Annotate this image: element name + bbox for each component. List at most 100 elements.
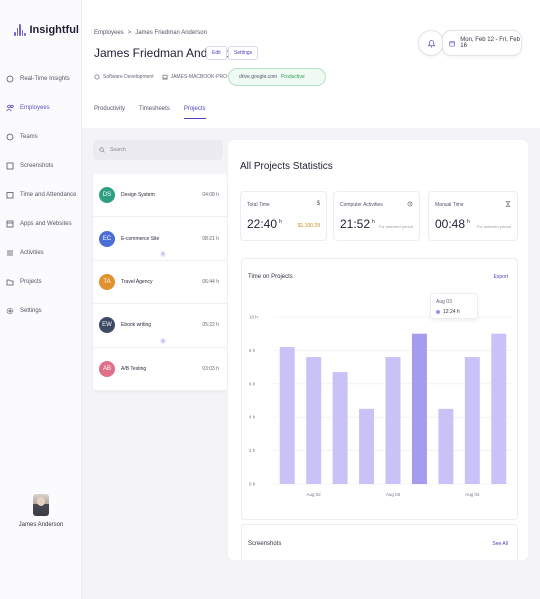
x-tick-label: Aug 03 — [386, 492, 401, 497]
gear-small-icon — [94, 74, 100, 80]
project-time: 04:08 h — [202, 192, 219, 199]
department-text: Software Development — [103, 74, 154, 80]
sidebar-item-real-time-insights[interactable]: Real-Time Insights — [6, 64, 76, 93]
bell-icon — [427, 39, 435, 48]
project-stats-panel: All Projects Statistics Total Time $ 22:… — [228, 140, 528, 560]
bar[interactable] — [491, 333, 507, 484]
chart-title: Time on Projects — [248, 274, 293, 280]
sidebar-item-label: Employees — [20, 104, 50, 111]
sidebar-user[interactable]: James Anderson — [0, 494, 82, 528]
manual-time-value: 00:48 h — [435, 217, 470, 231]
tooltip-value: 12:24 h — [443, 309, 460, 315]
tab-timesheets[interactable]: Timesheets — [139, 106, 170, 112]
sidebar-item-projects[interactable]: Projects — [6, 267, 76, 296]
sidebar-item-teams[interactable]: Teams — [6, 122, 76, 151]
project-item[interactable]: TA Travel Agency 06:44 h — [93, 261, 227, 305]
project-name: Ebook writing — [121, 322, 152, 329]
tab-projects[interactable]: Projects — [183, 106, 206, 119]
y-tick-label: 8 h — [249, 348, 256, 353]
total-time-unit: h — [279, 219, 282, 225]
sidebar-item-label: Settings — [20, 307, 42, 314]
app-name: Insightful — [29, 24, 80, 36]
current-activity-chip[interactable]: drive.google.com Productive — [228, 68, 326, 86]
bar[interactable] — [411, 333, 427, 484]
total-earnings: $1,100.29 — [297, 223, 320, 229]
computer-meta: JAMES-MACBOOK-PRO-JAMES — [161, 74, 245, 80]
project-time: 06:44 h — [202, 278, 219, 285]
total-time-label: Total Time — [247, 202, 270, 208]
project-item[interactable]: EC E-commerce Site 08:21 h 2 — [93, 217, 227, 261]
bar[interactable] — [464, 357, 480, 484]
x-tick-label: Aug 02 — [307, 492, 322, 497]
tab-productivity[interactable]: Productivity — [94, 106, 126, 112]
project-name: A/B Testing — [121, 365, 147, 372]
sidebar-item-activities[interactable]: Activities — [6, 238, 76, 267]
project-initials-badge: DS — [99, 187, 115, 204]
project-initials-badge: EW — [99, 317, 115, 334]
manual-time-label: Manual Time — [435, 202, 464, 208]
sidebar-item-employees[interactable]: Employees — [6, 93, 76, 122]
bar[interactable] — [332, 372, 348, 484]
apps-icon — [6, 220, 14, 228]
project-item[interactable]: AB A/B Testing 03:03 h — [93, 348, 227, 391]
see-all-link[interactable]: See All — [492, 541, 508, 547]
y-tick-label: 2 h — [249, 448, 256, 453]
sidebar-item-label: Teams — [20, 133, 38, 140]
productivity-status: Productive — [281, 74, 305, 80]
sidebar-item-apps-and-websites[interactable]: Apps and Websites — [6, 209, 76, 238]
sidebar-item-label: Screenshots — [20, 162, 54, 169]
sidebar-item-label: Apps and Websites — [20, 220, 72, 227]
project-initials-badge: TA — [99, 273, 115, 290]
stats-title: All Projects Statistics — [240, 161, 333, 172]
edit-button[interactable]: Edit — [206, 46, 227, 60]
project-task-count: 4 — [160, 337, 166, 344]
user-name: James Anderson — [18, 522, 64, 528]
notifications-button[interactable] — [418, 30, 444, 56]
total-time-card: Total Time $ 22:40 h $1,100.29 — [240, 191, 327, 241]
history-icon — [407, 201, 413, 209]
project-time: 05:22 h — [202, 322, 219, 329]
avatar[interactable] — [33, 494, 49, 516]
project-time: 03:03 h — [202, 365, 219, 372]
total-time-number: 22:40 — [247, 217, 278, 231]
sidebar-item-screenshots[interactable]: Screenshots — [6, 151, 76, 180]
page-title: James Friedman Anderson — [94, 46, 238, 60]
sidebar-item-settings[interactable]: Settings — [6, 296, 76, 325]
employee-meta: Software Development JAMES-MACBOOK-PRO-J… — [94, 74, 245, 80]
project-task-count: 2 — [160, 250, 166, 257]
sidebar-item-time-and-attendance[interactable]: Time and Attendance — [6, 180, 76, 209]
bar[interactable] — [359, 408, 375, 484]
pulse-icon — [6, 75, 14, 83]
computer-activities-period: For selected period — [378, 224, 413, 229]
clock-icon — [6, 191, 14, 199]
project-name: Travel Agency — [121, 278, 153, 285]
project-list: DS Design System 04:08 h EC E-commerce Site 0… — [93, 174, 227, 391]
dollar-icon: $ — [316, 201, 320, 207]
y-tick-label: 10 h — [249, 315, 258, 320]
sidebar-item-label: Time and Attendance — [20, 191, 77, 198]
bar[interactable] — [438, 408, 454, 484]
project-item[interactable]: EW Ebook writing 05:22 h 4 — [93, 304, 227, 348]
logo-mark-icon — [14, 24, 26, 36]
bar[interactable] — [279, 347, 295, 484]
app-logo[interactable]: Insightful — [14, 24, 79, 36]
manual-time-period: For selected period — [476, 224, 511, 229]
sidebar-item-label: Activities — [20, 249, 44, 256]
tooltip-value-row: 12:24 h — [436, 309, 460, 315]
export-button[interactable]: Export — [493, 274, 508, 280]
breadcrumb-parent[interactable]: Employees — [94, 30, 124, 36]
project-search-input[interactable]: Search — [93, 140, 223, 160]
manual-time-card: Manual Time 00:48 h For selected period — [428, 191, 518, 241]
tooltip-date: Aug 03 — [436, 299, 452, 305]
search-icon — [99, 147, 105, 153]
bar[interactable] — [306, 357, 322, 484]
bar[interactable] — [385, 357, 401, 484]
x-tick-label: Aug 04 — [465, 492, 480, 497]
folder-icon — [6, 278, 14, 286]
settings-button[interactable]: Settings — [228, 46, 259, 60]
hourglass-icon — [505, 201, 511, 209]
project-item[interactable]: DS Design System 04:08 h — [93, 174, 227, 218]
date-range-picker[interactable]: Mon, Feb 12 - Fri, Feb 16 — [442, 30, 522, 56]
sidebar-nav: Real-Time Insights Employees Teams Screensh… — [6, 64, 76, 325]
department-meta: Software Development — [94, 74, 154, 80]
